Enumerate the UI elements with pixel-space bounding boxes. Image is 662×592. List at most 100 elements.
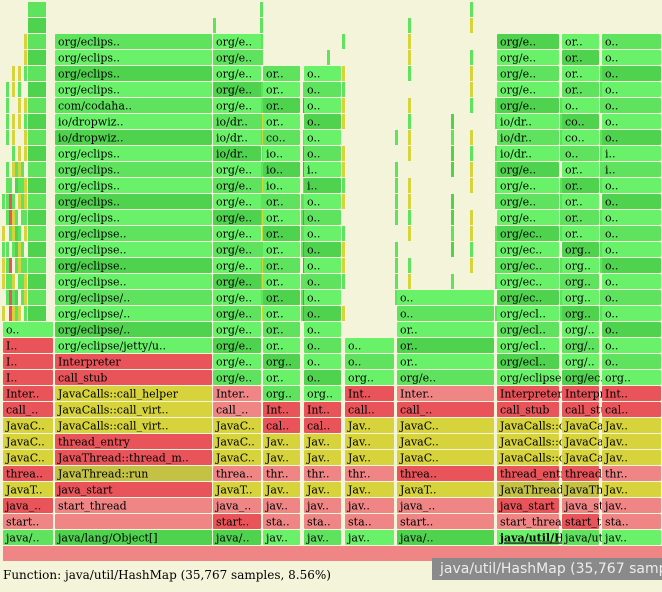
flame-frame[interactable]: Jav.. xyxy=(263,482,300,497)
thin-frame[interactable] xyxy=(260,258,263,273)
thin-frame[interactable] xyxy=(470,82,473,97)
thin-frame[interactable] xyxy=(18,98,21,113)
small-frame[interactable] xyxy=(28,162,46,177)
flame-frame[interactable]: or.. xyxy=(263,66,300,81)
flame-frame[interactable]: jav.. xyxy=(345,498,394,513)
thin-frame[interactable] xyxy=(21,178,24,193)
thin-frame[interactable] xyxy=(12,66,15,81)
thin-frame[interactable] xyxy=(24,290,27,305)
thin-frame[interactable] xyxy=(12,194,15,209)
thin-frame[interactable] xyxy=(24,306,27,321)
small-frame[interactable] xyxy=(28,50,46,65)
thin-frame[interactable] xyxy=(600,210,603,225)
flame-frame[interactable]: JavaCalls::c.. xyxy=(497,434,572,449)
thin-frame[interactable] xyxy=(408,274,411,289)
thin-frame[interactable] xyxy=(560,146,563,161)
flame-frame[interactable]: org/eclips.. xyxy=(55,162,212,177)
thin-frame[interactable] xyxy=(260,178,263,193)
thin-frame[interactable] xyxy=(24,50,27,65)
flame-frame[interactable]: or.. xyxy=(562,66,599,81)
flame-frame[interactable]: org/e.. xyxy=(213,194,261,209)
flame-frame[interactable]: java_.. xyxy=(3,498,53,513)
flame-frame[interactable]: org/ecl.. xyxy=(497,338,559,353)
flame-frame[interactable]: JavaC.. xyxy=(3,434,53,449)
thin-frame[interactable] xyxy=(342,34,345,49)
thin-frame[interactable] xyxy=(408,130,411,145)
thin-frame[interactable] xyxy=(495,258,498,273)
flame-frame[interactable]: o.. xyxy=(602,130,661,145)
flame-frame[interactable]: org/eclips.. xyxy=(55,146,212,161)
thin-frame[interactable] xyxy=(600,162,603,177)
small-frame[interactable] xyxy=(28,290,46,305)
thin-frame[interactable] xyxy=(12,82,15,97)
thin-frame[interactable] xyxy=(2,258,5,273)
thin-frame[interactable] xyxy=(260,162,263,177)
flame-frame[interactable]: JavaC.. xyxy=(213,450,261,465)
thin-frame[interactable] xyxy=(470,162,473,177)
thin-frame[interactable] xyxy=(24,178,27,193)
flame-frame[interactable]: o.. xyxy=(304,114,341,129)
flame-frame[interactable]: or.. xyxy=(397,338,494,353)
thin-frame[interactable] xyxy=(408,258,411,273)
flame-frame[interactable]: or.. xyxy=(562,82,599,97)
thin-frame[interactable] xyxy=(21,290,24,305)
flame-frame[interactable]: or.. xyxy=(562,194,599,209)
flame-frame[interactable]: thr.. xyxy=(345,466,394,481)
flame-frame[interactable]: Inter.. xyxy=(213,386,261,401)
thin-frame[interactable] xyxy=(451,130,454,145)
flame-frame[interactable]: or.. xyxy=(562,226,599,241)
thin-frame[interactable] xyxy=(18,306,21,321)
flame-frame[interactable]: org/e.. xyxy=(497,98,559,113)
thin-frame[interactable] xyxy=(408,18,411,33)
thin-frame[interactable] xyxy=(408,114,411,129)
thin-frame[interactable] xyxy=(470,146,473,161)
thin-frame[interactable] xyxy=(342,258,345,273)
flame-frame[interactable]: or.. xyxy=(263,82,300,97)
flame-frame[interactable]: org/eclipse/.. xyxy=(55,290,212,305)
flame-frame[interactable]: java_.. xyxy=(397,498,494,513)
thin-frame[interactable] xyxy=(408,210,411,225)
flame-frame[interactable]: org/e.. xyxy=(497,34,559,49)
flame-frame[interactable]: o.. xyxy=(3,322,53,337)
flame-frame[interactable]: or.. xyxy=(263,98,300,113)
thin-frame[interactable] xyxy=(600,66,603,81)
flame-frame[interactable]: org/e.. xyxy=(213,98,261,113)
flame-frame[interactable]: Int.. xyxy=(263,402,300,417)
thin-frame[interactable] xyxy=(18,226,21,241)
flame-frame[interactable]: jav.. xyxy=(263,498,300,513)
thin-frame[interactable] xyxy=(6,162,9,177)
flame-frame[interactable]: or.. xyxy=(263,290,300,305)
flame-frame[interactable]: jav.. xyxy=(304,530,341,545)
flame-frame[interactable]: start_t.. xyxy=(562,514,608,529)
thin-frame[interactable] xyxy=(6,274,9,289)
thin-frame[interactable] xyxy=(408,98,411,113)
flame-frame[interactable]: sta.. xyxy=(304,514,341,529)
flame-frame[interactable]: jav.. xyxy=(345,530,394,545)
thin-frame[interactable] xyxy=(18,242,21,257)
flame-frame[interactable]: org/eclips.. xyxy=(55,34,212,49)
thin-frame[interactable] xyxy=(395,258,398,273)
thin-frame[interactable] xyxy=(451,146,454,161)
thin-frame[interactable] xyxy=(9,226,12,241)
thin-frame[interactable] xyxy=(18,114,21,129)
flame-frame[interactable]: or.. xyxy=(263,114,300,129)
small-frame[interactable] xyxy=(28,194,46,209)
thin-frame[interactable] xyxy=(24,210,27,225)
flame-frame[interactable]: org.. xyxy=(602,370,661,385)
flame-frame[interactable]: o.. xyxy=(304,354,341,369)
thin-frame[interactable] xyxy=(451,210,454,225)
thin-frame[interactable] xyxy=(21,242,24,257)
flame-frame[interactable]: JavaCalls::c.. xyxy=(497,418,572,433)
thin-frame[interactable] xyxy=(18,274,21,289)
flame-frame[interactable]: co.. xyxy=(263,130,300,145)
thin-frame[interactable] xyxy=(342,194,345,209)
thin-frame[interactable] xyxy=(6,242,9,257)
flame-frame[interactable]: o.. xyxy=(304,370,341,385)
flame-frame[interactable]: org/e.. xyxy=(213,66,261,81)
thin-frame[interactable] xyxy=(395,242,398,257)
flame-frame[interactable]: org/e.. xyxy=(213,50,261,65)
flame-frame[interactable]: JavaThr.. xyxy=(562,482,614,497)
flame-frame[interactable]: io/dr.. xyxy=(497,146,559,161)
flame-frame[interactable]: io.. xyxy=(263,146,300,161)
thin-frame[interactable] xyxy=(6,98,9,113)
